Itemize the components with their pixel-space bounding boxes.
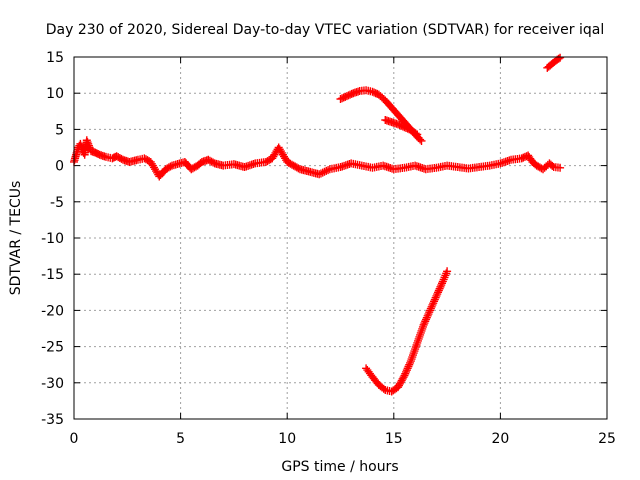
data-points [70, 53, 565, 396]
lower-arc-point [431, 293, 440, 302]
axis-ticks: 0 5 10 15 20 25 15 10 5 0 -5 -10 -15 -20 -25 -30 -35 [41, 50, 616, 447]
y-tick-label: -20 [41, 303, 64, 319]
upper-short-segment-point [413, 130, 422, 139]
lower-arc-point [443, 267, 452, 276]
band-near-zero-point [85, 143, 94, 152]
lower-arc-point [420, 319, 429, 328]
band-near-zero-point [316, 169, 325, 178]
x-tick-label: 20 [491, 431, 509, 447]
y-tick-label: -10 [41, 231, 64, 247]
y-tick-label: -25 [41, 340, 64, 356]
upper-short-segment-point [411, 129, 420, 138]
band-near-zero-point [84, 141, 93, 150]
lower-arc-point [422, 315, 431, 324]
lower-arc-point [438, 279, 447, 288]
x-tick-label: 10 [278, 431, 296, 447]
band-near-zero-point [320, 167, 329, 176]
lower-arc-point [399, 373, 408, 382]
x-tick-label: 15 [385, 431, 403, 447]
lower-arc-point [435, 284, 444, 293]
lower-arc-point [400, 371, 409, 380]
x-tick-label: 25 [598, 431, 616, 447]
x-tick-label: 5 [176, 431, 185, 447]
lower-arc-point [379, 384, 388, 393]
y-tick-label: -5 [50, 195, 64, 211]
lower-arc-point [432, 291, 441, 300]
upper-arc-point [417, 136, 426, 145]
lower-arc-point [424, 310, 433, 319]
band-near-zero-point [166, 162, 175, 171]
y-axis-label: SDTVAR / TECUs [8, 181, 24, 296]
lower-arc-point [428, 300, 437, 309]
lower-arc-point [434, 288, 443, 297]
y-tick-label: -30 [41, 376, 64, 392]
band-near-zero-point [84, 139, 93, 148]
lower-arc-point [421, 317, 430, 326]
lower-arc-point [429, 299, 438, 308]
lower-arc-point [427, 302, 436, 311]
lower-arc-point [406, 358, 415, 367]
band-near-zero-point [548, 161, 557, 170]
lower-arc-point [430, 295, 439, 304]
lower-arc-point [402, 367, 411, 376]
y-tick-label: -35 [41, 412, 64, 428]
lower-arc-point [419, 320, 428, 329]
band-near-zero-point [318, 168, 327, 177]
lower-arc-point [426, 304, 435, 313]
y-tick-label: 0 [55, 159, 64, 175]
y-tick-label: 5 [55, 122, 64, 138]
lower-arc-point [401, 369, 410, 378]
band-near-zero-point [556, 163, 565, 172]
lower-arc-point [402, 366, 411, 375]
top-right-segment-point [554, 54, 563, 63]
band-near-zero-point [324, 166, 333, 175]
lower-arc-point [434, 286, 443, 295]
upper-arc-point [416, 135, 425, 144]
y-tick-label: 10 [46, 86, 64, 102]
plot-frame [73, 56, 608, 420]
x-tick-label: 0 [70, 431, 79, 447]
lower-arc-point [436, 282, 445, 291]
lower-arc-point [433, 290, 442, 299]
y-tick-label: 15 [46, 50, 64, 66]
band-near-zero-point [315, 170, 324, 179]
lower-arc-point [423, 311, 432, 320]
grid-lines [74, 57, 607, 419]
lower-arc-point [430, 297, 439, 306]
lower-arc-point [426, 306, 435, 315]
lower-arc-point [437, 281, 446, 290]
lower-arc-point [425, 308, 434, 317]
band-near-zero-point [322, 166, 331, 175]
lower-arc-point [403, 364, 412, 373]
lower-arc-point [404, 362, 413, 371]
band-near-zero-point [82, 136, 91, 145]
top-right-segment-point [556, 53, 565, 62]
lower-arc-point [405, 360, 414, 369]
chart-title: Day 230 of 2020, Sidereal Day-to-day VTE… [46, 22, 604, 38]
lower-arc-point [422, 313, 431, 322]
y-tick-label: -15 [41, 267, 64, 283]
band-near-zero-point [83, 138, 92, 147]
x-axis-label: GPS time / hours [281, 459, 398, 475]
